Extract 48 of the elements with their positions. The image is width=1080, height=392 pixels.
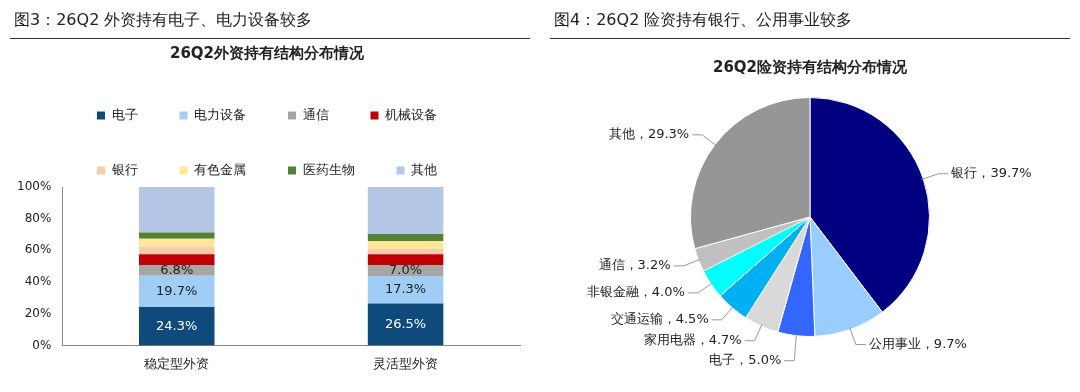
bar bbox=[367, 234, 444, 242]
data-label: 17.3% bbox=[384, 281, 427, 297]
legend-label: 电子 bbox=[111, 106, 138, 122]
bar bbox=[138, 246, 215, 255]
slice-label: 通信，3.2% bbox=[598, 257, 671, 273]
y-tick-label: 100% bbox=[16, 179, 52, 194]
y-tick-label: 0% bbox=[32, 337, 52, 352]
slice-label: 交通运输，4.5% bbox=[610, 311, 709, 327]
chart-title: 图4：26Q2 险资持有银行、公用事业较多 bbox=[550, 0, 1070, 39]
bar bbox=[138, 187, 215, 233]
legend-label: 其他 bbox=[411, 161, 437, 177]
legend-label: 机械设备 bbox=[385, 106, 437, 122]
bar bbox=[367, 249, 444, 255]
y-tick-label: 60% bbox=[24, 242, 52, 257]
bar bbox=[367, 254, 444, 265]
bar bbox=[367, 303, 444, 346]
bar bbox=[138, 254, 215, 265]
legend-label: 银行 bbox=[110, 161, 138, 177]
slice-label: 银行，39.7% bbox=[950, 165, 1032, 181]
data-label: 26.5% bbox=[384, 315, 427, 331]
slice-label: 家用电器，4.7% bbox=[643, 332, 742, 348]
bar bbox=[138, 306, 215, 346]
chart-title: 图3：26Q2 外资持有电子、电力设备较多 bbox=[10, 0, 530, 39]
bar bbox=[367, 187, 444, 235]
y-tick-label: 40% bbox=[24, 274, 52, 289]
data-label: 19.7% bbox=[156, 282, 198, 298]
bar bbox=[367, 276, 444, 304]
x-tick-label: 稳定型外资 bbox=[144, 355, 210, 371]
bar bbox=[138, 232, 215, 239]
x-tick-label: 灵活型外资 bbox=[373, 355, 439, 371]
chart-subtitle: 26Q2险资持有结构分布情况 bbox=[712, 57, 909, 76]
slice-label: 电子，5.0% bbox=[709, 352, 782, 368]
y-tick-label: 80% bbox=[24, 210, 52, 225]
y-tick-label: 20% bbox=[24, 305, 52, 320]
slice-label: 非银金融，4.0% bbox=[586, 284, 685, 300]
data-label: 7.0% bbox=[389, 261, 423, 277]
legend-label: 有色金属 bbox=[194, 161, 246, 177]
bar bbox=[367, 241, 444, 250]
data-label: 6.8% bbox=[160, 261, 194, 277]
legend-label: 通信 bbox=[302, 106, 329, 122]
data-label: 24.3% bbox=[156, 317, 198, 333]
legend-label: 医药生物 bbox=[302, 161, 355, 177]
slice-label: 公用事业，9.7% bbox=[868, 335, 967, 351]
bar bbox=[138, 238, 215, 247]
bar bbox=[138, 275, 215, 307]
legend-label: 电力设备 bbox=[194, 106, 246, 122]
slice-label: 其他，29.3% bbox=[608, 126, 690, 142]
chart-subtitle: 26Q2外资持有结构分布情况 bbox=[169, 43, 366, 62]
